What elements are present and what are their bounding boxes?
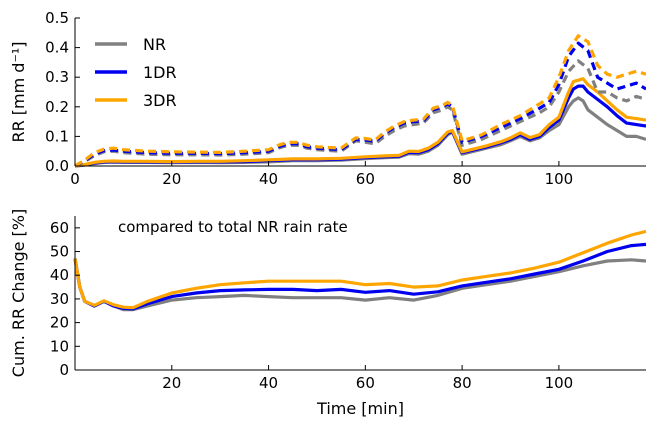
x-tick-label: 60: [356, 170, 375, 188]
x-tick-label: 40: [259, 170, 278, 188]
series-line-0-2: [74, 77, 646, 168]
series-line-0-5: [74, 34, 646, 168]
series-line-0-3: [74, 59, 646, 168]
y-axis-label: Cum. RR Change [%]: [9, 209, 28, 377]
x-tick-label: 80: [453, 374, 472, 392]
y-tick-label: 50: [50, 243, 69, 261]
y-tick-label: 60: [50, 219, 69, 237]
x-tick-label: 20: [162, 374, 181, 392]
y-tick-label: 0.5: [45, 9, 69, 27]
x-tick-label: 100: [545, 170, 574, 188]
x-axis-label: Time [min]: [316, 399, 404, 418]
x-tick-label: 40: [259, 374, 278, 392]
series-line-1-2: [73, 229, 646, 310]
y-axis-label: RR [mm d⁻¹]: [9, 41, 28, 142]
y-tick-label: 0.3: [45, 68, 69, 86]
y-tick-label: 0: [59, 361, 69, 379]
legend-label: NR: [143, 35, 166, 54]
y-tick-label: 40: [50, 266, 69, 284]
y-tick-label: 0.0: [45, 157, 69, 175]
chart-annotation: compared to total NR rain rate: [118, 218, 348, 236]
legend-label: 1DR: [143, 63, 177, 82]
y-tick-label: 30: [50, 290, 69, 308]
x-tick-label: 60: [356, 374, 375, 392]
x-tick-label: 100: [545, 374, 574, 392]
y-tick-label: 0.4: [45, 39, 69, 57]
y-tick-label: 20: [50, 314, 69, 332]
bottom-panel-cumulative-change: 0 10 20 30 40 50 60 20 40 60 80 100 Cum. RR Change […: [9, 209, 646, 418]
x-tick-label: 80: [453, 170, 472, 188]
x-tick-label: 0: [70, 170, 80, 188]
top-panel-rain-rate: 0.0 0.1 0.2 0.3 0.4 0.5 0 20 40 60 80 100 RR [mm d⁻¹…: [9, 9, 646, 188]
x-tick-label: 20: [162, 170, 181, 188]
y-tick-label: 0.1: [45, 127, 69, 145]
legend-label: 3DR: [143, 91, 177, 110]
y-tick-label: 10: [50, 337, 69, 355]
y-tick-label: 0.2: [45, 98, 69, 116]
